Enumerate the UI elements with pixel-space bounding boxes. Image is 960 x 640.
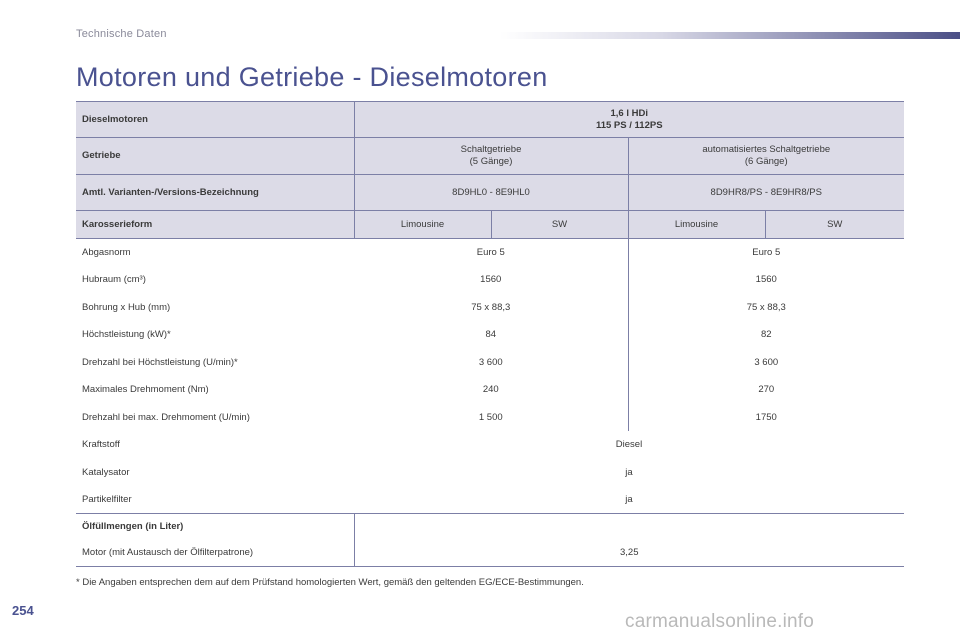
table-row: Kraftstoff Diesel <box>76 431 904 459</box>
gearbox-auto-name: automatisiertes Schaltgetriebe <box>702 144 831 155</box>
engine-label: Dieselmotoren <box>76 101 354 138</box>
row-label: Drehzahl bei Höchstleistung (U/min)* <box>82 356 238 368</box>
shared-value: Diesel <box>615 439 643 451</box>
page-title: Motoren und Getriebe - Dieselmotoren <box>76 62 548 92</box>
row-label: Bohrung x Hub (mm) <box>82 301 171 313</box>
table-row: Höchstleistung (kW)* 84 82 <box>76 321 904 349</box>
body-header-row: Karosserieform Limousine SW Limousine SW <box>76 210 904 239</box>
gearbox-manual-name: Schaltgetriebe <box>460 144 522 155</box>
oil-heading: Ölfüllmengen (in Liter) <box>76 513 354 540</box>
table-row: Drehzahl bei max. Drehmoment (U/min) 1 5… <box>76 403 904 431</box>
row-label: Hubraum (cm³) <box>82 274 146 286</box>
manual-value: 1560 <box>480 274 502 286</box>
manual-value: 1 500 <box>478 411 503 423</box>
auto-value: 75 x 88,3 <box>627 293 904 321</box>
row-label: Kraftstoff <box>82 439 120 451</box>
section-label: Technische Daten <box>76 28 167 40</box>
manual-value: 3 600 <box>478 356 503 368</box>
specs-table: Dieselmotoren 1,6 l HDi 115 PS / 112PS G… <box>76 101 904 567</box>
engine-header-row: Dieselmotoren 1,6 l HDi 115 PS / 112PS <box>76 101 904 138</box>
oil-heading-row: Ölfüllmengen (in Liter) <box>76 513 904 540</box>
table-row: Hubraum (cm³) 1560 1560 <box>76 266 904 294</box>
engine-name-cell: 1,6 l HDi 115 PS / 112PS <box>353 101 904 138</box>
table-row: Bohrung x Hub (mm) 75 x 88,3 75 x 88,3 <box>76 293 904 321</box>
gearbox-auto-cell: automatisiertes Schaltgetriebe (6 Gänge) <box>627 137 904 175</box>
gearbox-header-row: Getriebe Schaltgetriebe (5 Gänge) automa… <box>76 137 904 175</box>
footnote: * Die Angaben entsprechen dem auf dem Pr… <box>76 577 584 588</box>
row-label: Drehzahl bei max. Drehmoment (U/min) <box>82 411 250 423</box>
gearbox-label: Getriebe <box>76 137 354 175</box>
watermark: carmanualsonline.info <box>625 611 815 632</box>
engine-power: 115 PS / 112PS <box>595 119 663 131</box>
row-label: Maximales Drehmoment (Nm) <box>82 384 209 396</box>
auto-value: Euro 5 <box>627 238 904 266</box>
page-number: 254 <box>12 603 34 618</box>
auto-value: 1560 <box>627 266 904 294</box>
oil-row: Motor (mit Austausch der Ölfilterpatrone… <box>76 539 904 567</box>
gearbox-auto-gears: (6 Gänge) <box>744 156 788 167</box>
manual-value: Euro 5 <box>476 247 505 258</box>
manual-value: 84 <box>485 329 497 341</box>
variant-auto: 8D9HR8/PS - 8E9HR8/PS <box>627 174 904 211</box>
row-label: Abgasnorm <box>82 247 131 258</box>
shared-value: ja <box>625 494 633 505</box>
gearbox-manual-cell: Schaltgetriebe (5 Gänge) <box>353 137 628 175</box>
table-row: Drehzahl bei Höchstleistung (U/min)* 3 6… <box>76 348 904 376</box>
variant-label: Amtl. Varianten-/Versions-Bezeichnung <box>76 174 354 211</box>
body-label: Karosserieform <box>76 210 354 239</box>
auto-value: 270 <box>627 376 904 404</box>
body-type-cell: SW <box>490 210 628 239</box>
manual-value: 75 x 88,3 <box>471 301 511 313</box>
table-row: Maximales Drehmoment (Nm) 240 270 <box>76 376 904 404</box>
manual-value: 240 <box>482 384 499 396</box>
auto-value: 1750 <box>627 403 904 431</box>
table-row: Katalysator ja <box>76 459 904 487</box>
auto-value: 3 600 <box>627 348 904 376</box>
oil-heading-spacer <box>353 513 904 540</box>
shared-value: ja <box>625 466 633 478</box>
oil-label: Motor (mit Austausch der Ölfilterpatrone… <box>76 539 354 567</box>
oil-value: 3,25 <box>353 539 904 567</box>
table-row: Abgasnorm Euro 5 Euro 5 <box>76 238 904 266</box>
gearbox-manual-gears: (5 Gänge) <box>469 156 513 167</box>
row-label: Höchstleistung (kW)* <box>82 329 171 341</box>
row-label: Partikelfilter <box>82 494 132 505</box>
body-type-cell: Limousine <box>627 210 765 239</box>
header-gradient-bar <box>500 32 960 39</box>
row-label: Katalysator <box>82 466 130 478</box>
variant-manual: 8D9HL0 - 8E9HL0 <box>353 174 628 211</box>
variant-header-row: Amtl. Varianten-/Versions-Bezeichnung 8D… <box>76 174 904 211</box>
body-type-cell: Limousine <box>353 210 491 239</box>
engine-name: 1,6 l HDi <box>610 107 649 119</box>
table-row: Partikelfilter ja <box>76 486 904 514</box>
auto-value: 82 <box>627 321 904 349</box>
body-type-cell: SW <box>764 210 904 239</box>
